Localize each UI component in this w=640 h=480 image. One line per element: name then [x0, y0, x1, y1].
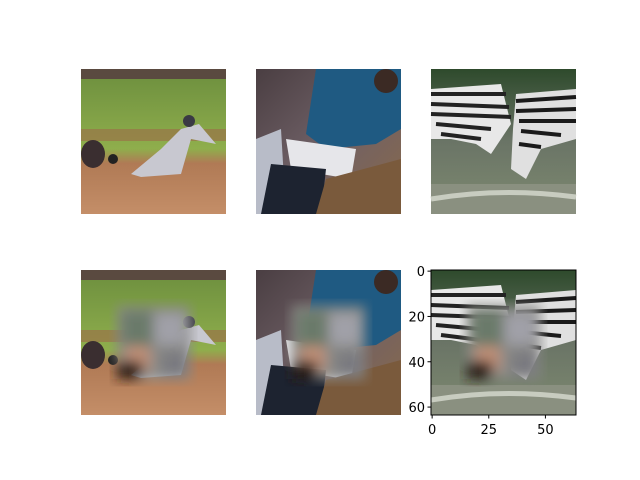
y-tick-label: 20: [408, 310, 425, 325]
masked-region: [292, 306, 365, 379]
axes-frame: [430, 269, 577, 416]
masked-region: [117, 306, 190, 379]
image: [81, 69, 226, 214]
x-tick-label: 50: [537, 423, 554, 438]
x-tick-label: 25: [481, 423, 498, 438]
image: [431, 69, 576, 214]
x-tick-label: 0: [428, 423, 436, 438]
image: [256, 69, 401, 214]
y-tick-label: 0: [417, 265, 425, 280]
y-tick-label: 40: [408, 356, 425, 371]
y-tick-label: 60: [408, 401, 425, 416]
masked-region: [467, 306, 540, 379]
